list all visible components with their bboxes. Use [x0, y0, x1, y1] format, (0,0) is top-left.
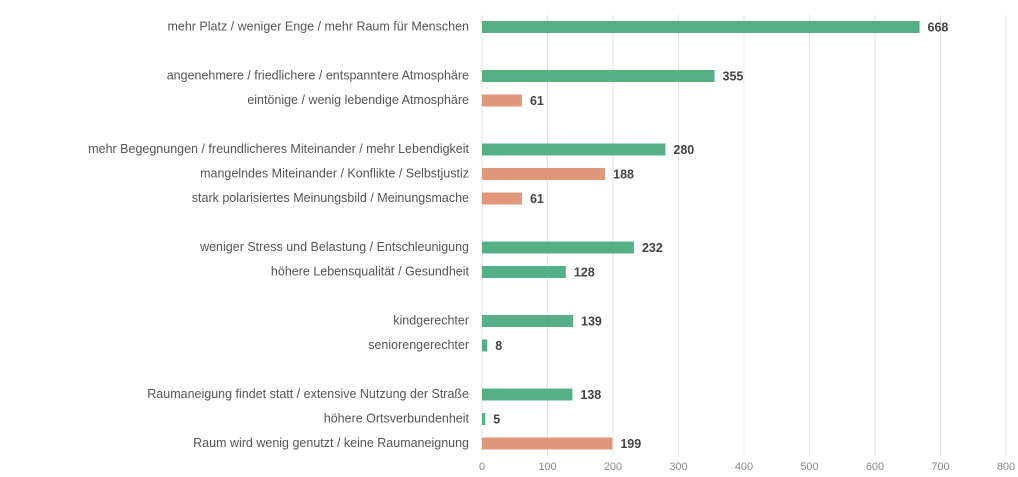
category-label: Raumaneigung findet statt / extensive Nu…: [147, 387, 469, 401]
category-label: stark polarisiertes Meinungsbild / Meinu…: [192, 191, 469, 205]
category-label: mehr Platz / weniger Enge / mehr Raum fü…: [167, 19, 469, 33]
value-label: 355: [723, 69, 744, 83]
value-label: 5: [493, 412, 500, 426]
category-label: mangelndes Miteinander / Konflikte / Sel…: [200, 166, 469, 180]
bar: [482, 21, 920, 33]
value-label: 199: [620, 437, 641, 451]
category-label: kindgerechter: [393, 313, 469, 327]
x-tick-label: 400: [735, 461, 753, 473]
x-tick-label: 500: [800, 461, 818, 473]
value-label: 138: [580, 388, 601, 402]
bar: [482, 413, 486, 425]
value-label: 232: [642, 241, 663, 255]
category-label: seniorengerechter: [368, 338, 469, 352]
category-label: weniger Stress und Belastung / Entschleu…: [199, 240, 469, 254]
category-label: eintönige / wenig lebendige Atmosphäre: [247, 93, 469, 107]
value-label: 61: [530, 192, 544, 206]
bar: [482, 266, 566, 278]
category-label: höhere Ortsverbundenheit: [324, 411, 470, 425]
x-tick-label: 100: [538, 461, 556, 473]
x-tick-label: 600: [866, 461, 884, 473]
bar: [482, 388, 573, 401]
value-label: 61: [530, 94, 544, 108]
bar: [482, 339, 488, 352]
category-label: angenehmere / friedlichere / entspannter…: [167, 68, 469, 82]
x-tick-label: 200: [604, 461, 622, 473]
value-label: 280: [673, 143, 694, 157]
bar: [482, 94, 522, 107]
value-label: 8: [495, 339, 502, 353]
bar: [482, 143, 666, 156]
bar: [482, 315, 574, 327]
x-tick-label: 300: [669, 461, 687, 473]
x-tick-label: 700: [931, 461, 949, 473]
value-label: 668: [928, 20, 949, 34]
bar: [482, 437, 613, 450]
value-label: 188: [613, 167, 634, 181]
x-tick-label: 800: [997, 461, 1015, 473]
category-label: Raum wird wenig genutzt / keine Raumanei…: [193, 436, 469, 450]
category-label: höhere Lebensqualität / Gesundheit: [271, 264, 470, 278]
bar: [482, 70, 715, 82]
category-label: mehr Begegnungen / freundlicheres Mitein…: [88, 142, 469, 156]
value-label: 128: [574, 265, 595, 279]
bar: [482, 241, 634, 254]
bar: [482, 168, 606, 180]
x-tick-label: 0: [479, 461, 485, 473]
bar: [482, 192, 522, 205]
value-label: 139: [581, 314, 602, 328]
